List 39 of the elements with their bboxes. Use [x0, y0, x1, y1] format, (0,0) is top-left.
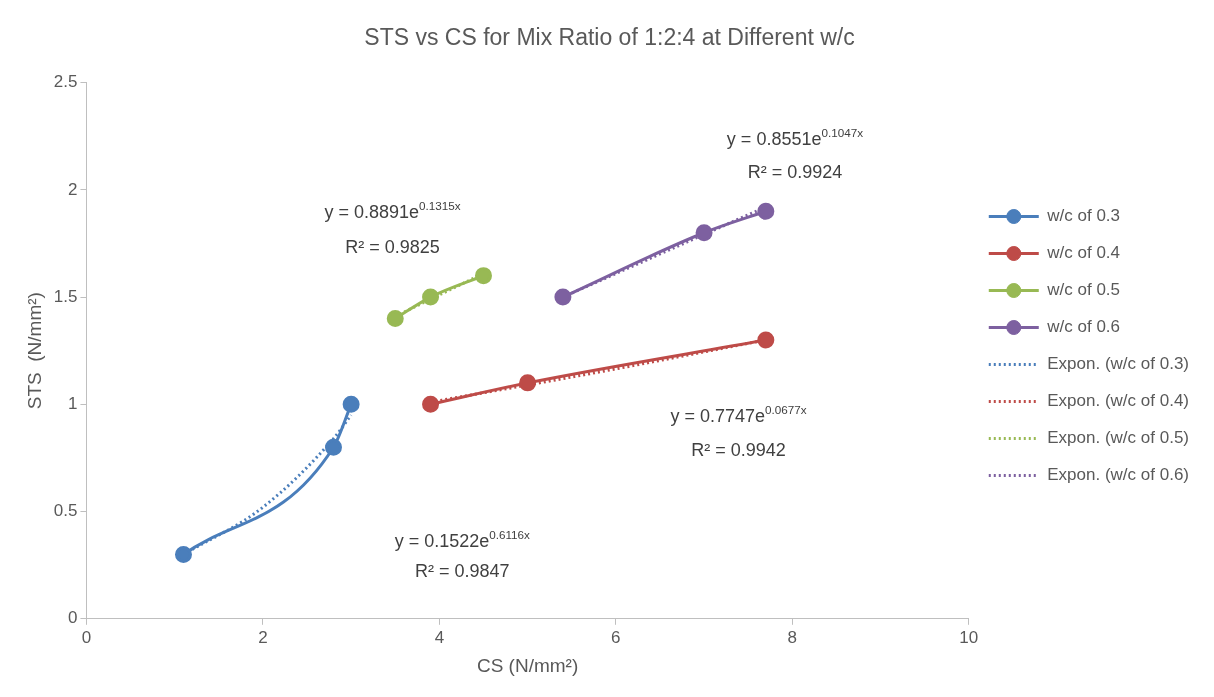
legend-label: Expon. (w/c of 0.5) [1047, 428, 1190, 448]
legend-label: w/c of 0.5 [1046, 280, 1121, 300]
x-axis-title: CS (N/mm²) [476, 654, 579, 676]
x-tick-label: 4 [434, 627, 445, 647]
point [554, 288, 572, 306]
annotation: R² = 0.9825 [345, 236, 440, 257]
point [422, 288, 440, 306]
point [474, 267, 492, 285]
point [324, 438, 342, 456]
point [386, 310, 404, 328]
legend-label: Expon. (w/c of 0.3) [1047, 354, 1190, 374]
point [422, 395, 440, 413]
x-tick-label: 10 [959, 627, 979, 647]
y-tick-label: 2 [67, 179, 78, 199]
point [342, 395, 360, 413]
x-tick-label: 6 [611, 627, 621, 647]
annotation: R² = 0.9924 [747, 161, 843, 182]
point [695, 224, 713, 242]
y-tick-label: 1.5 [53, 286, 78, 306]
point [757, 202, 775, 220]
point [757, 331, 775, 349]
x-tick-label: 0 [81, 627, 92, 647]
annotation: R² = 0.9847 [415, 560, 510, 581]
legend-label: w/c of 0.3 [1046, 206, 1121, 226]
legend-label: w/c of 0.6 [1046, 317, 1121, 337]
y-axis-title: STS (N/mm²) [23, 292, 45, 410]
legend-label: w/c of 0.4 [1046, 243, 1121, 263]
point [174, 545, 192, 563]
annotation: R² = 0.9942 [691, 440, 786, 461]
legend-label: Expon. (w/c of 0.4) [1047, 391, 1190, 411]
legend-label: Expon. (w/c of 0.6) [1047, 465, 1190, 485]
chart-title: STS vs CS for Mix Ratio of 1:2:4 at Different w/c [364, 24, 855, 51]
y-tick-label: 0.5 [53, 501, 78, 521]
y-tick-label: 1 [67, 394, 78, 414]
x-tick-label: 8 [787, 627, 798, 647]
x-tick-label: 2 [258, 627, 268, 647]
point [519, 374, 537, 392]
y-tick-label: 0 [67, 608, 78, 628]
y-tick-label: 2.5 [53, 72, 78, 92]
